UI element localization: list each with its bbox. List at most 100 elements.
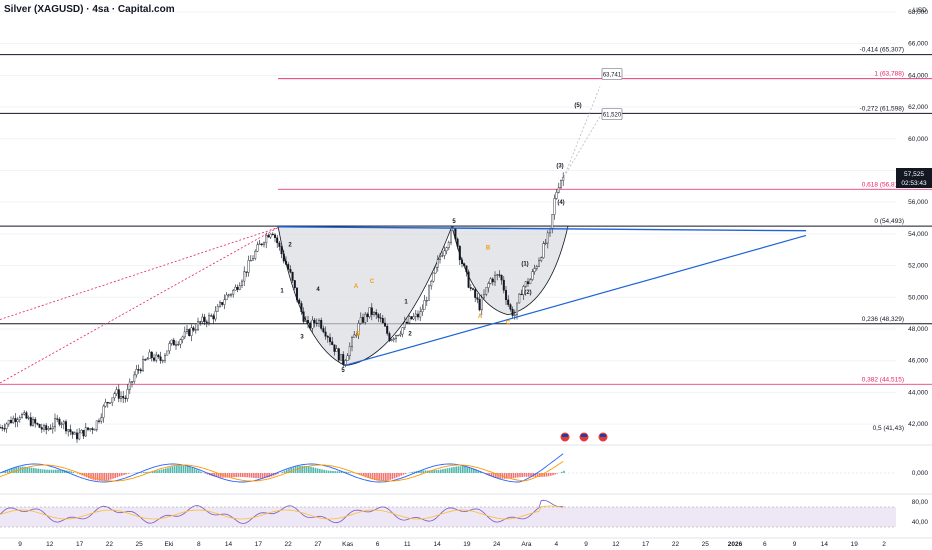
cup-pattern	[277, 225, 569, 366]
signal-line	[0, 461, 564, 482]
candle-body	[177, 343, 180, 346]
wave-label: (4)	[557, 200, 564, 206]
wave-label: B	[356, 331, 361, 337]
candle-body	[333, 344, 336, 352]
macd-histogram-bar	[363, 473, 365, 477]
candles	[0, 172, 565, 443]
macd-axis-label: 0,000	[912, 470, 929, 477]
macd-histogram-bar	[264, 473, 266, 478]
candle-body	[21, 414, 24, 418]
candle-body	[357, 323, 360, 335]
macd-histogram-bar	[101, 473, 103, 481]
candle-body	[513, 314, 516, 316]
macd-histogram-bar	[422, 470, 424, 473]
candle-body	[166, 350, 169, 356]
macd-histogram-bar	[96, 473, 99, 481]
candle-body	[309, 322, 312, 329]
time-label: 27	[314, 541, 322, 548]
macd-histogram-bar	[297, 466, 299, 473]
macd-histogram-bar	[314, 467, 317, 473]
macd-histogram-bar	[382, 473, 385, 481]
candle-body	[168, 343, 171, 352]
macd-histogram-bar	[187, 466, 189, 473]
macd-histogram-bar	[15, 467, 17, 473]
macd-histogram-bar	[88, 473, 90, 479]
candle-body	[155, 354, 158, 361]
macd-histogram-bar	[391, 473, 394, 480]
flag-stripe	[562, 434, 568, 437]
macd-histogram-bar	[334, 471, 336, 473]
candle-body	[397, 334, 400, 337]
candle-body	[494, 275, 497, 283]
time-label: 25	[136, 541, 144, 548]
candle-body	[538, 260, 541, 267]
macd-histogram-bar	[330, 470, 332, 473]
macd-histogram-bar	[528, 473, 530, 477]
price-label: 46,000	[908, 358, 928, 365]
price-axis[interactable]: USD68,00066,00064,00062,00060,00058,0005…	[896, 7, 932, 428]
candle-body	[408, 316, 411, 324]
macd-histogram-bar	[536, 473, 539, 477]
candle-body	[238, 285, 241, 290]
macd-histogram-bar	[22, 466, 24, 473]
candle-body	[414, 313, 417, 317]
time-label: Kas	[342, 541, 354, 548]
macd-histogram-bar	[50, 469, 53, 473]
candle-body	[315, 322, 318, 325]
macd-histogram-bar	[503, 473, 506, 479]
macd-histogram-bar	[255, 473, 257, 479]
macd-histogram-bar	[121, 473, 123, 476]
candle-body	[210, 315, 213, 317]
time-axis[interactable]: 9 12 17 22 25 Eki 8 14 17 22 27 Kas 6 11 14 19 24 Ara 4 9 12…	[0, 537, 932, 548]
macd-histogram-bar	[552, 473, 554, 476]
candle-body	[119, 396, 122, 399]
candle-body	[276, 237, 279, 244]
candle-body	[388, 333, 391, 341]
macd-histogram-bar	[440, 469, 442, 473]
candle-body	[190, 327, 193, 336]
macd-histogram-bar	[459, 466, 462, 473]
trendlines[interactable]	[0, 86, 807, 384]
candle-body	[23, 412, 26, 415]
projection-line	[563, 86, 601, 177]
candle-body	[192, 327, 195, 331]
fib-level-label: 0,618 (56,815)	[862, 181, 904, 188]
time-label: 6	[763, 541, 767, 548]
macd-histogram-bar	[402, 473, 405, 475]
wave-label: (1)	[521, 262, 528, 268]
candle-body	[227, 294, 230, 296]
macd-histogram-bar	[158, 470, 160, 473]
candle-body	[485, 287, 488, 295]
macd-histogram-bar	[506, 473, 508, 479]
wave-label: 2	[288, 243, 292, 249]
candle-body	[329, 337, 332, 342]
candle-body	[161, 360, 164, 362]
macd-histogram-bar	[237, 473, 240, 477]
macd-histogram-bar	[453, 466, 455, 473]
candle-body	[32, 419, 35, 426]
candle-body	[75, 432, 78, 440]
macd-histogram-bar	[226, 473, 229, 478]
candle-body	[67, 429, 70, 432]
candle-body	[97, 420, 100, 422]
candle-body	[518, 293, 521, 304]
candle-body	[69, 429, 72, 433]
candle-body	[3, 428, 6, 430]
macd-histogram-bar	[57, 469, 59, 473]
candle-body	[60, 423, 63, 425]
candle-body	[111, 397, 114, 403]
macd-histogram-bar	[213, 473, 215, 477]
candle-body	[370, 307, 373, 315]
candle-body	[447, 242, 450, 248]
macd-histogram-bar	[332, 470, 334, 473]
time-label: 19	[851, 541, 859, 548]
event-flags[interactable]	[559, 431, 609, 443]
wave-label: A	[478, 314, 483, 320]
candle-body	[56, 418, 59, 420]
candle-body	[381, 318, 384, 324]
macd-histogram-bar	[444, 468, 446, 473]
macd-histogram-bar	[160, 469, 163, 473]
macd-histogram-bar	[39, 469, 42, 473]
candle-body	[115, 389, 118, 394]
